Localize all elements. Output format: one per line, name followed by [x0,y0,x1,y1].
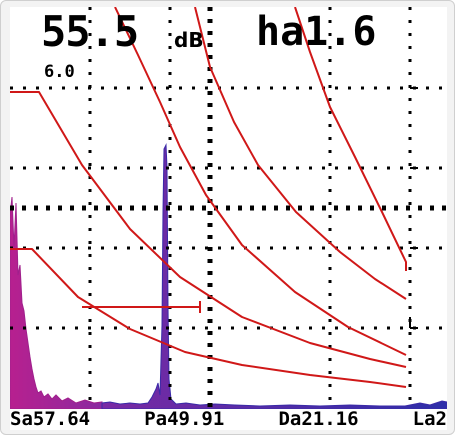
a-scan-screen: 55.5 dB ha1.6 6.0 Sa57.64 Pa49.91 Da21.1… [10,7,447,430]
gain-value: 55.5 [41,7,139,56]
measurement-status-bar: Sa57.64 Pa49.91 Da21.16 La2 [10,409,447,430]
sound-path-readout: Sa57.64 [10,408,91,430]
dac-curve-1 [294,7,407,271]
grid-center-crosshair [10,7,447,409]
depth-readout: Da21.16 [278,408,359,430]
dac-curve-3 [114,7,407,356]
reference-level: 6.0 [44,62,75,82]
grid-edge-ticks [409,87,418,329]
leg-readout: La2 [412,408,447,430]
amplitude-readout: ha1.6 [256,9,377,55]
evaluation-gate[interactable] [82,301,201,313]
projection-distance-readout: Pa49.91 [144,408,225,430]
dac-curve-4 [10,91,407,368]
a-scan-plot [10,7,447,409]
echo-signal-far-field [101,143,447,409]
gain-unit: dB [174,28,204,52]
dac-curve-5 [10,248,407,388]
dac-curve-2 [194,7,407,300]
echo-signal-near-field [10,196,103,409]
grid-vertical-lines [88,7,412,409]
dac-curves [10,7,407,388]
grid-horizontal-lines [10,86,447,330]
